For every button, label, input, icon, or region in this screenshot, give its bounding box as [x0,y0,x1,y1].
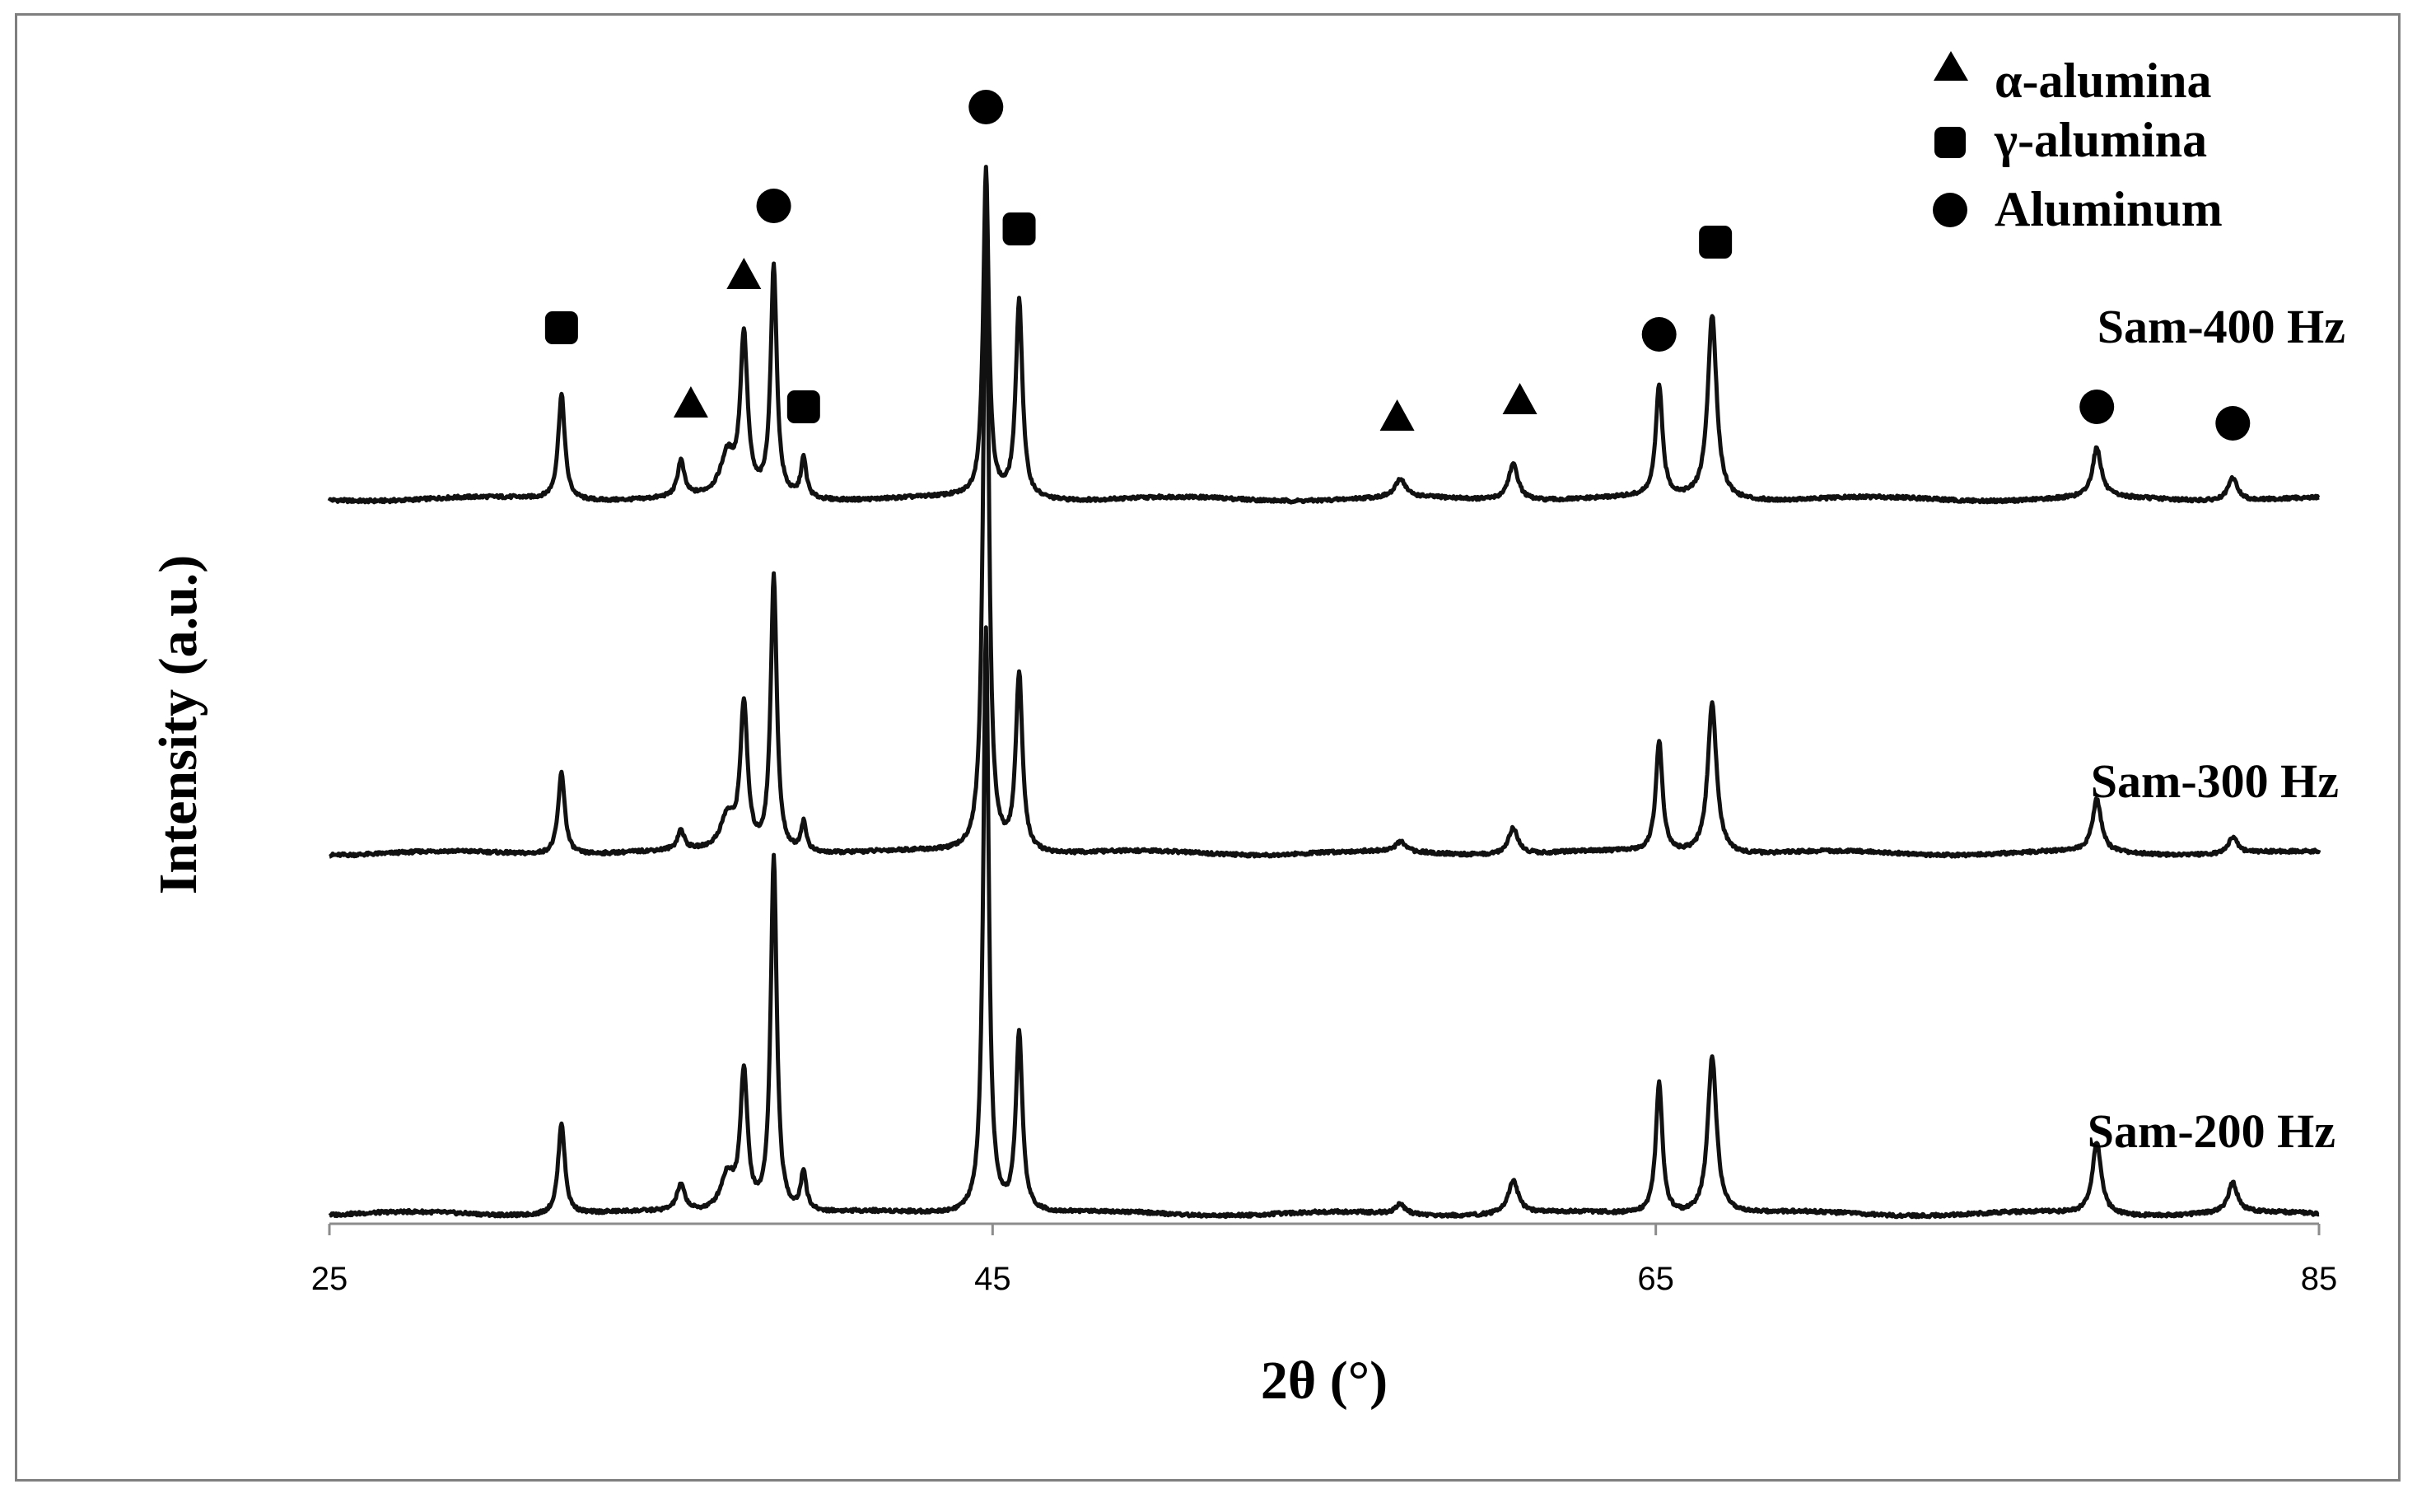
gamma-alumina-peak-marker [1002,212,1036,245]
legend-label-aluminum: Aluminum [1995,182,2223,236]
alpha-alumina-peak-marker [726,258,762,289]
x-tick-label: 85 [2301,1261,2338,1297]
x-axis-ticks: 25 45 65 85 [311,1224,2338,1297]
alpha-alumina-peak-marker [1502,383,1537,414]
series-label-400: Sam-400 Hz [2097,300,2345,353]
aluminum-peak-marker [1641,317,1677,352]
aluminum-peak-marker [2079,390,2115,424]
series-layer [327,165,2321,1220]
x-tick-label: 45 [974,1261,1011,1297]
x-tick-label: 65 [1637,1261,1674,1297]
legend-square-marker [1934,127,1966,158]
legend-label-gamma-alumina: γ-alumina [1994,113,2207,167]
xrd-trace-1 [328,189,2321,859]
peak-marker-layer [544,90,2251,441]
legend: α-alumina γ-alumina Aluminum [1933,51,2223,236]
x-axis-title: 2θ (°) [1261,1351,1388,1411]
aluminum-peak-marker [968,90,1004,124]
xrd-trace-2 [328,625,2321,1220]
legend-label-alpha-alumina: α-alumina [1995,54,2212,108]
alpha-alumina-peak-marker [1379,399,1415,431]
gamma-alumina-peak-marker [544,311,578,344]
xrd-trace-0 [327,165,2321,505]
aluminum-peak-marker [756,189,791,223]
legend-circle-marker [1933,193,1967,227]
series-label-300: Sam-300 Hz [2091,754,2339,808]
x-tick-label: 25 [311,1261,348,1297]
chart-frame [15,13,2401,1482]
series-label-200: Sam-200 Hz [2088,1104,2335,1158]
gamma-alumina-peak-marker [1699,226,1733,259]
alpha-alumina-peak-marker [673,386,708,418]
aluminum-peak-marker [2215,406,2251,441]
gamma-alumina-peak-marker [786,390,820,423]
legend-triangle-marker [1934,51,1968,81]
y-axis-title: Intensity (a.u.) [148,555,208,895]
